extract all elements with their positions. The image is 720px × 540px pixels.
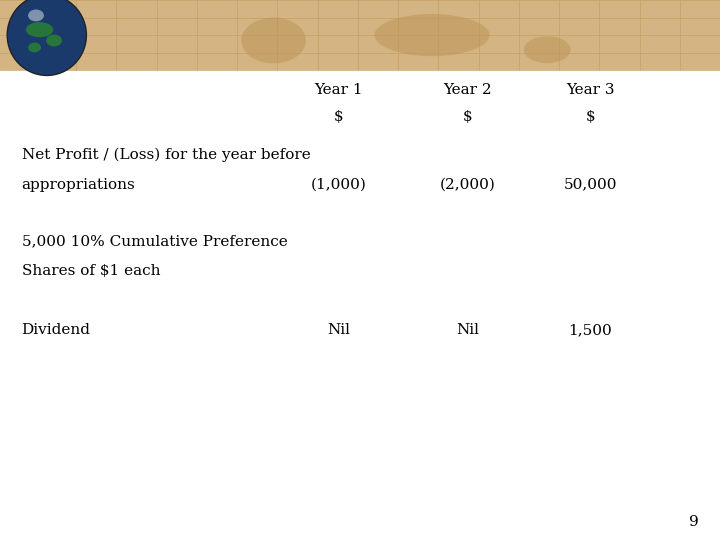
Text: Year 2: Year 2: [444, 83, 492, 97]
Text: Year 1: Year 1: [314, 83, 363, 97]
Text: $: $: [333, 110, 343, 124]
Text: Nil: Nil: [456, 323, 480, 338]
Text: Net Profit / (Loss) for the year before: Net Profit / (Loss) for the year before: [22, 147, 310, 162]
Text: Year 3: Year 3: [566, 83, 615, 97]
Text: $: $: [585, 110, 595, 124]
Text: (2,000): (2,000): [440, 178, 496, 192]
Text: Example: Cumulative preference shares: Example: Cumulative preference shares: [22, 24, 332, 38]
Text: 50,000: 50,000: [564, 178, 617, 192]
Text: 1,500: 1,500: [569, 323, 612, 338]
Text: 9: 9: [688, 515, 698, 529]
Text: Shares of $1 each: Shares of $1 each: [22, 264, 160, 278]
Text: 5,000 10% Cumulative Preference: 5,000 10% Cumulative Preference: [22, 234, 287, 248]
Text: $: $: [463, 110, 473, 124]
Text: appropriations: appropriations: [22, 178, 135, 192]
Text: (1,000): (1,000): [310, 178, 366, 192]
Text: Dividend: Dividend: [22, 323, 91, 338]
Text: Nil: Nil: [327, 323, 350, 338]
